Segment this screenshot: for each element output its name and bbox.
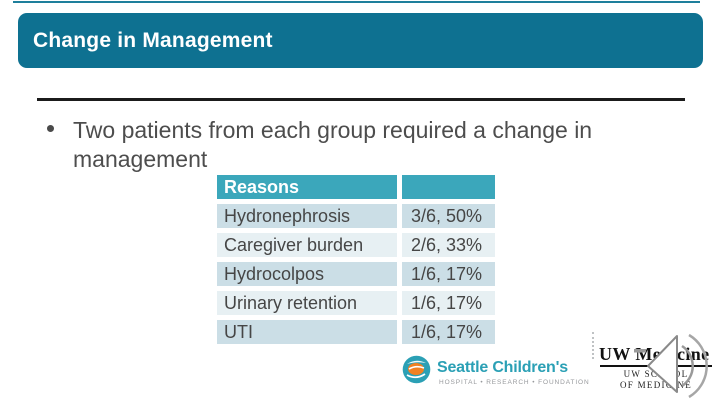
seattle-logo-tagline: HOSPITAL • RESEARCH • FOUNDATION: [439, 379, 590, 386]
reason-cell: Caregiver burden: [217, 233, 397, 257]
top-accent-line: [13, 1, 700, 3]
slide-title: Change in Management: [33, 29, 273, 52]
table-header: Reasons: [217, 175, 495, 199]
table-row: Caregiver burden 2/6, 33%: [217, 233, 495, 257]
table-row: UTI 1/6, 17%: [217, 320, 495, 344]
uw-wordmark: UW Medicine: [599, 344, 710, 364]
divider-rule: [37, 98, 685, 101]
table-body: Hydronephrosis 3/6, 50% Caregiver burden…: [217, 204, 495, 344]
header-cell-value: [402, 175, 495, 199]
header-cell-reasons: Reasons: [217, 175, 397, 199]
value-cell: 1/6, 17%: [402, 262, 495, 286]
reason-cell: Hydronephrosis: [217, 204, 397, 228]
table-row: Urinary retention 1/6, 17%: [217, 291, 495, 315]
uw-school-line-2: OF MEDICINE: [619, 379, 693, 390]
reasons-table: Reasons Hydronephrosis 3/6, 50% Caregive…: [217, 175, 495, 349]
uw-school-line-1: UW SCHOOL: [623, 369, 687, 379]
value-cell: 3/6, 50%: [402, 204, 495, 228]
bullet-text: Two patients from each group required a …: [73, 116, 633, 174]
reason-cell: Hydrocolpos: [217, 262, 397, 286]
table-row: Hydrocolpos 1/6, 17%: [217, 262, 495, 286]
value-cell: 2/6, 33%: [402, 233, 495, 257]
value-cell: 1/6, 17%: [402, 291, 495, 315]
table-row: Hydronephrosis 3/6, 50%: [217, 204, 495, 228]
bullet-text-line-1: Two patients from each group required a …: [73, 117, 593, 143]
seattle-logo-wordmark: Seattle Children's: [437, 359, 568, 376]
reason-cell: UTI: [217, 320, 397, 344]
seattle-logo-mark-icon: [402, 355, 431, 384]
audio-speaker-icon[interactable]: [632, 329, 718, 399]
slide-title-bar: Change in Management: [18, 13, 703, 68]
table-header-row: Reasons: [217, 175, 495, 199]
bullet-marker: [47, 125, 54, 132]
logo-divider-dashed: [592, 332, 594, 359]
value-cell: 1/6, 17%: [402, 320, 495, 344]
bullet-text-line-2: management: [73, 146, 208, 172]
reason-cell: Urinary retention: [217, 291, 397, 315]
uw-school-text: UW SCHOOL OF MEDICINE: [600, 369, 712, 390]
